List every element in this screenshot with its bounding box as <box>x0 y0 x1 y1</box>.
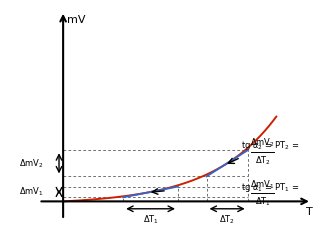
Text: tg $\alpha_2$ = PT$_2$ =: tg $\alpha_2$ = PT$_2$ = <box>241 139 299 152</box>
Text: $\Delta$T$_1$: $\Delta$T$_1$ <box>143 213 159 226</box>
Text: T: T <box>306 206 313 217</box>
Text: mV: mV <box>67 15 86 25</box>
Text: $\Delta$T$_1$: $\Delta$T$_1$ <box>255 196 271 208</box>
Text: $\Delta$T$_2$: $\Delta$T$_2$ <box>219 213 235 226</box>
Text: $\Delta$mV$_2$: $\Delta$mV$_2$ <box>19 157 44 170</box>
Text: $\Delta$T$_2$: $\Delta$T$_2$ <box>255 154 271 167</box>
Text: $\Delta$mV$_2$: $\Delta$mV$_2$ <box>250 137 275 149</box>
Text: $\Delta$mV$_1$: $\Delta$mV$_1$ <box>19 186 44 198</box>
Text: $\Delta$mV$_1$: $\Delta$mV$_1$ <box>250 179 275 191</box>
Text: tg $\alpha_1$ = PT$_1$ =: tg $\alpha_1$ = PT$_1$ = <box>241 181 299 194</box>
